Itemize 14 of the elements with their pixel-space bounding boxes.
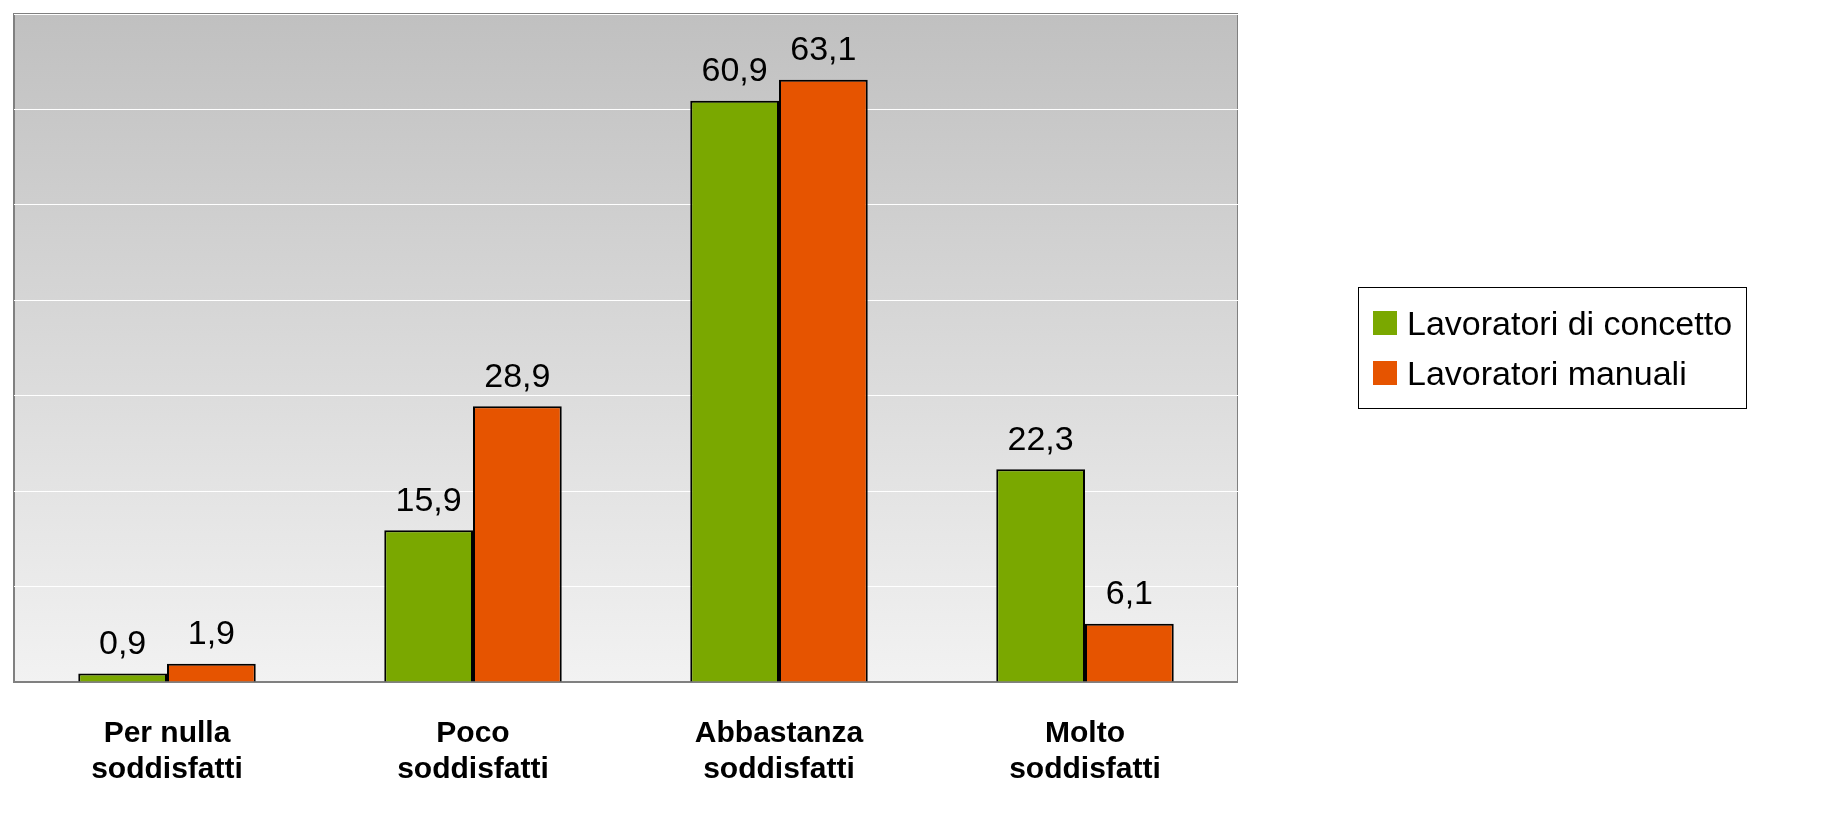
x-tick-label: Per nulla soddisfatti [91,715,243,785]
data-label: 1,9 [187,613,235,652]
data-label: 6,1 [1105,573,1153,612]
data-label: 63,1 [790,29,857,68]
legend-label: Lavoratori di concetto [1407,303,1733,344]
data-label: 15,9 [395,479,462,518]
legend-label: Lavoratori manuali [1407,353,1687,394]
data-label: 28,9 [484,355,551,394]
x-tick-label: Poco soddisfatti [397,715,549,785]
x-tick-label: Abbastanza soddisfatti [694,715,864,785]
data-label: 22,3 [1007,418,1074,457]
x-tick-label: Molto soddisfatti [1009,715,1161,785]
data-label: 60,9 [701,50,768,89]
data-label: 0,9 [99,622,147,661]
